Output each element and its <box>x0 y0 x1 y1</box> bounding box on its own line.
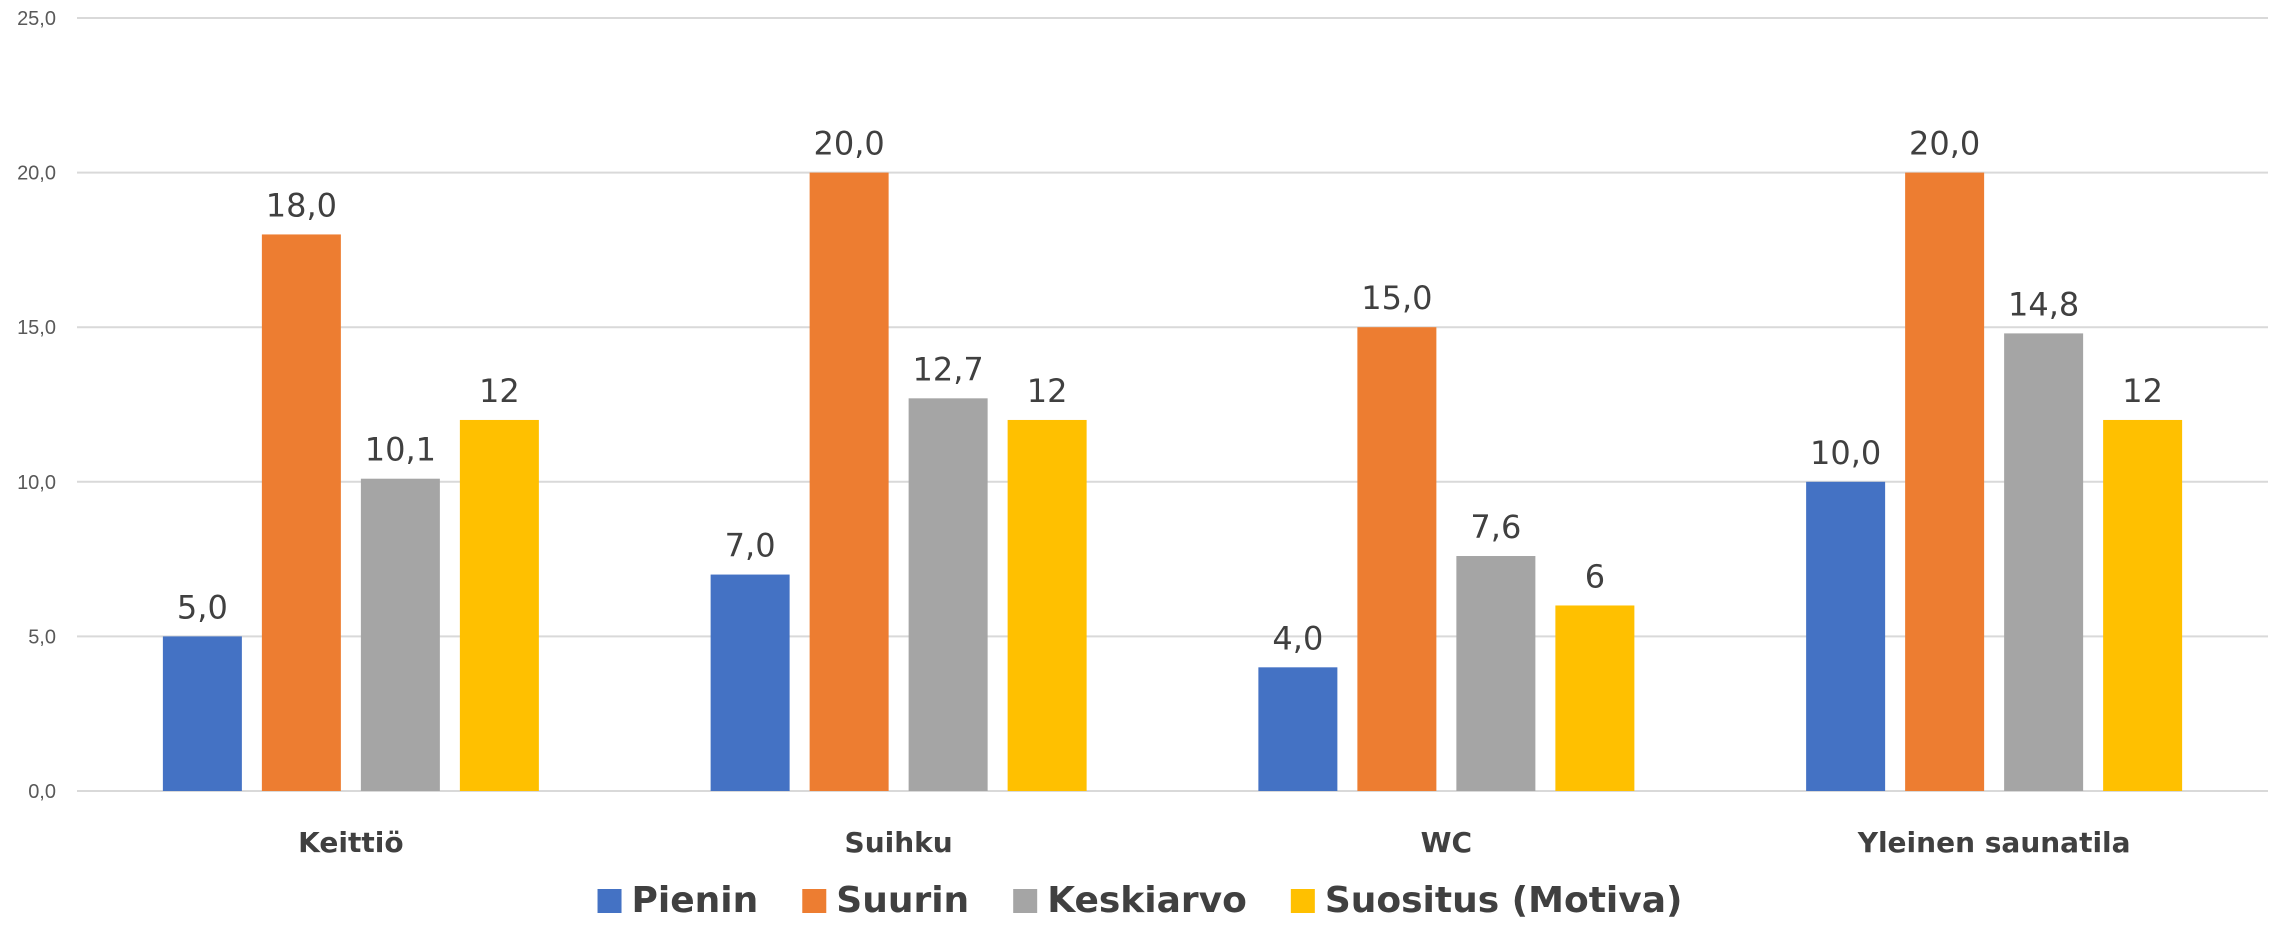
legend-item: Suurin <box>802 880 969 921</box>
data-label: 20,0 <box>1909 125 1980 163</box>
data-label: 12 <box>479 372 520 410</box>
bar-suurin-2 <box>1357 327 1437 791</box>
legend-swatch <box>1013 889 1038 913</box>
data-label: 12 <box>2122 372 2163 410</box>
y-tick-label: 15,0 <box>17 317 56 339</box>
data-label: 14,8 <box>2008 285 2079 323</box>
x-category-label: Keittiö <box>298 826 403 859</box>
legend-item: Suositus (Motiva) <box>1290 880 1683 921</box>
bar-pienin-2 <box>1258 667 1338 791</box>
bar-keskiarvo-0 <box>360 478 440 791</box>
bar-suurin-1 <box>809 172 889 792</box>
y-axis-ticks: 0,0 5,0 10,0 15,0 20,0 25,0 <box>17 8 56 803</box>
legend-swatch <box>802 889 827 913</box>
y-tick-label: 25,0 <box>17 8 56 30</box>
bar-suositus-motiva-3 <box>2103 419 2183 791</box>
bar-keskiarvo-2 <box>1456 556 1536 791</box>
y-tick-label: 20,0 <box>17 163 56 185</box>
data-label: 18,0 <box>266 186 337 224</box>
y-tick-label: 5,0 <box>28 626 56 648</box>
gridlines <box>77 17 2268 792</box>
legend-label: Suurin <box>836 880 969 921</box>
x-category-label: Yleinen saunatila <box>1857 826 2131 859</box>
data-label: 12,7 <box>913 350 984 388</box>
bar-pienin-1 <box>710 574 790 791</box>
data-label: 20,0 <box>814 125 885 163</box>
data-label: 7,6 <box>1470 508 1521 546</box>
bar-suurin-3 <box>1905 172 1985 792</box>
data-label: 6 <box>1585 557 1605 595</box>
data-labels: 5,0 18,0 10,1 12 7,0 20,0 12,7 12 4,0 15,0 7,6 6 10,… <box>177 125 2163 658</box>
data-label: 10,0 <box>1810 434 1881 472</box>
legend-swatch <box>597 889 622 913</box>
y-tick-label: 10,0 <box>17 472 56 494</box>
data-label: 7,0 <box>725 527 776 565</box>
legend-label: Pienin <box>632 880 759 921</box>
bar-suurin-0 <box>261 234 341 791</box>
legend-swatch <box>1290 889 1315 913</box>
x-category-label: Suihku <box>845 826 953 859</box>
bar-keskiarvo-1 <box>908 398 988 791</box>
x-category-label: WC <box>1421 826 1472 859</box>
legend-label: Suositus (Motiva) <box>1325 880 1683 921</box>
data-label: 15,0 <box>1361 279 1432 317</box>
data-label: 12 <box>1027 372 1068 410</box>
bar-suositus-motiva-0 <box>459 419 539 791</box>
bars <box>162 172 2183 792</box>
bar-pienin-0 <box>162 636 242 791</box>
legend-label: Keskiarvo <box>1047 880 1247 921</box>
data-label: 5,0 <box>177 588 228 626</box>
bar-keskiarvo-3 <box>2004 333 2084 791</box>
data-label: 4,0 <box>1272 619 1323 657</box>
legend-item: Keskiarvo <box>1013 880 1247 921</box>
bar-suositus-motiva-1 <box>1007 419 1087 791</box>
data-label: 10,1 <box>365 431 436 469</box>
legend: Pienin Suurin Keskiarvo Suositus (Motiva) <box>597 880 1683 921</box>
legend-item: Pienin <box>597 880 759 921</box>
y-tick-label: 0,0 <box>28 781 56 803</box>
x-axis-categories: Keittiö Suihku WC Yleinen saunatila <box>298 826 2130 859</box>
bar-pienin-3 <box>1806 481 1886 791</box>
bar-suositus-motiva-2 <box>1555 605 1635 791</box>
